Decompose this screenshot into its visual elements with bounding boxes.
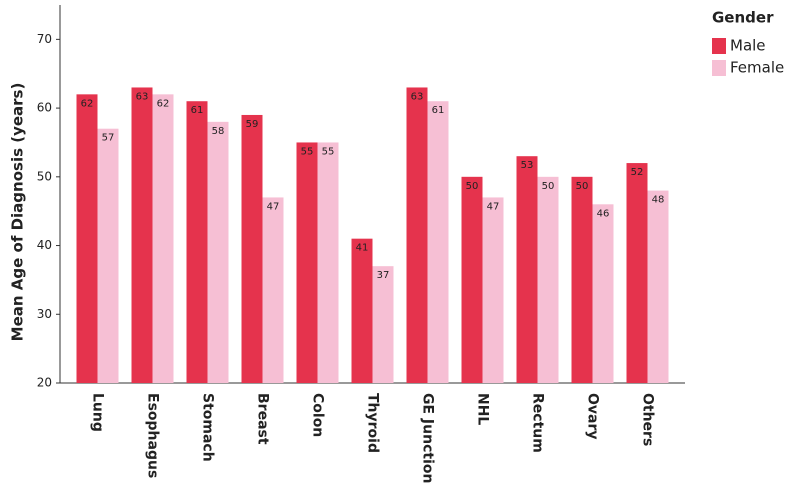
value-label: 61: [191, 105, 204, 116]
legend-label: Female: [730, 59, 784, 77]
legend-swatch: [712, 60, 726, 76]
bar: [406, 87, 428, 384]
value-label: 37: [377, 270, 390, 281]
y-tick-label: 40: [37, 238, 52, 252]
x-tick-label: Ovary: [585, 393, 601, 440]
bar: [351, 238, 373, 383]
bar: [626, 163, 648, 383]
y-tick-label: 50: [37, 169, 52, 183]
value-label: 55: [301, 146, 314, 157]
x-tick-label: Colon: [310, 393, 326, 437]
value-label: 55: [322, 146, 335, 157]
value-label: 41: [356, 243, 369, 254]
bar: [592, 204, 614, 383]
bar: [482, 197, 504, 383]
value-label: 50: [576, 181, 589, 192]
value-label: 58: [212, 126, 225, 137]
bar: [537, 176, 559, 383]
legend-swatch: [712, 38, 726, 54]
bar: [186, 101, 208, 383]
bar: [317, 142, 339, 383]
bar: [427, 101, 449, 383]
value-label: 50: [466, 181, 479, 192]
value-label: 52: [631, 167, 644, 178]
value-label: 50: [542, 181, 555, 192]
x-tick-label: Rectum: [530, 393, 546, 453]
x-tick-label: NHL: [475, 393, 491, 425]
x-tick-label: Lung: [90, 393, 106, 432]
y-axis-title: Mean Age of Diagnosis (years): [9, 83, 27, 342]
value-label: 62: [81, 98, 94, 109]
x-tick-label: Stomach: [200, 393, 216, 462]
value-label: 46: [597, 208, 610, 219]
x-tick-label: Breast: [255, 393, 271, 445]
value-label: 63: [411, 91, 424, 102]
bar: [262, 197, 284, 383]
y-tick-label: 20: [37, 376, 52, 390]
bar: [372, 266, 394, 383]
bar: [207, 121, 229, 383]
bar: [296, 142, 318, 383]
value-label: 53: [521, 160, 534, 171]
value-label: 47: [267, 201, 280, 212]
x-tick-label: Others: [640, 393, 656, 446]
bar: [647, 190, 669, 383]
x-tick-label: Esophagus: [145, 393, 161, 478]
bar: [461, 176, 483, 383]
y-tick-label: 60: [37, 101, 52, 115]
y-tick-label: 70: [37, 32, 52, 46]
value-label: 62: [157, 98, 170, 109]
y-tick-label: 30: [37, 307, 52, 321]
value-label: 48: [652, 195, 665, 206]
legend-title: Gender: [712, 9, 774, 27]
x-tick-label: GE Junction: [420, 393, 436, 483]
bar: [152, 94, 174, 383]
bar: [241, 114, 263, 384]
value-label: 63: [136, 91, 149, 102]
bar: [516, 156, 538, 383]
value-label: 61: [432, 105, 445, 116]
bar: [97, 128, 119, 383]
legend-label: Male: [730, 37, 766, 55]
value-label: 57: [102, 133, 115, 144]
value-label: 47: [487, 201, 500, 212]
x-tick-label: Thyroid: [365, 393, 381, 453]
bar: [76, 94, 98, 383]
value-label: 59: [246, 119, 259, 130]
bar: [131, 87, 153, 384]
bar: [571, 176, 593, 383]
